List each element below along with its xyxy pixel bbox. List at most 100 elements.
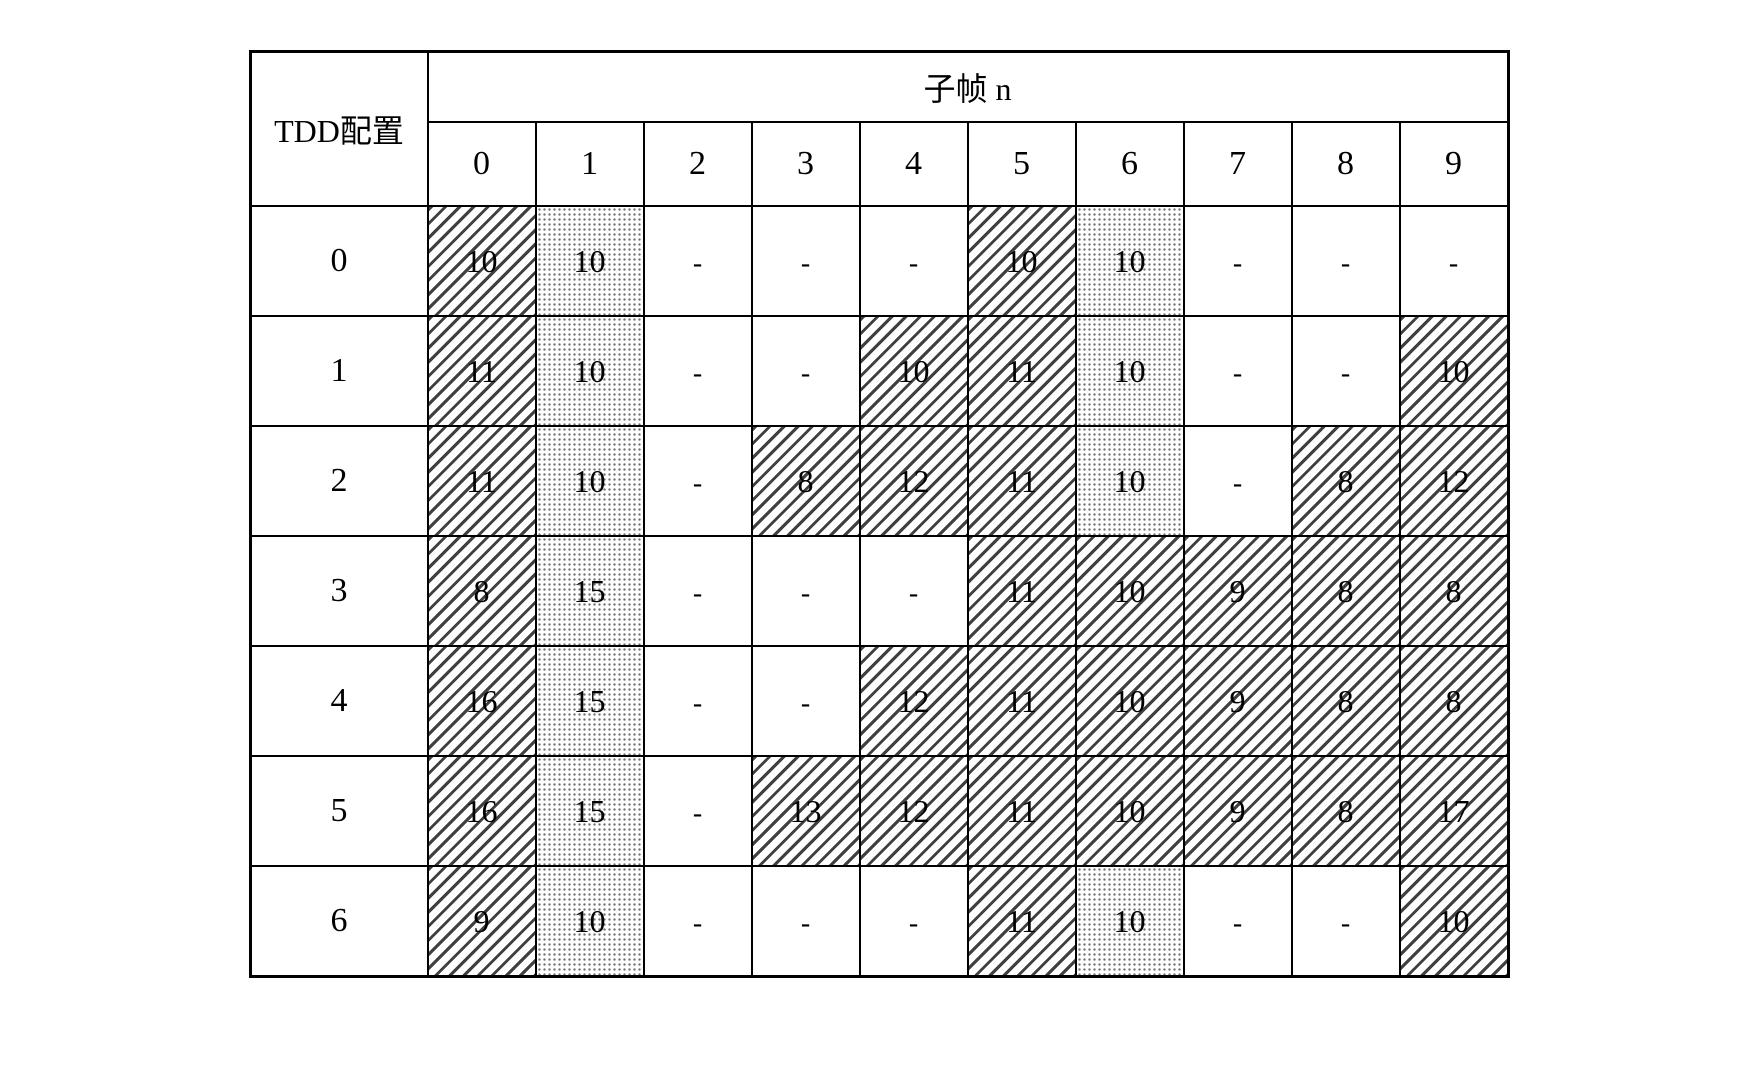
col-group-label: 子帧 n bbox=[923, 71, 1011, 107]
cell-3-5: 11 bbox=[968, 536, 1076, 646]
cell-value: 13 bbox=[790, 793, 822, 829]
header-row-columns: 0123456789 bbox=[250, 122, 1508, 206]
cell-1-3: - bbox=[752, 316, 860, 426]
col-header-label: 1 bbox=[581, 145, 598, 182]
cell-value: 16 bbox=[466, 793, 498, 829]
cell-5-4: 12 bbox=[860, 756, 968, 866]
cell-value: - bbox=[1233, 908, 1242, 939]
row-label-5: 5 bbox=[250, 756, 428, 866]
cell-6-0: 9 bbox=[428, 866, 536, 977]
col-header-label: 3 bbox=[797, 145, 814, 182]
row-label-4: 4 bbox=[250, 646, 428, 756]
col-header-label: 2 bbox=[689, 145, 706, 182]
cell-6-9: 10 bbox=[1400, 866, 1509, 977]
col-header-label: 5 bbox=[1013, 145, 1030, 182]
cell-3-3: - bbox=[752, 536, 860, 646]
cell-3-4: - bbox=[860, 536, 968, 646]
row-label-text: 6 bbox=[331, 902, 348, 939]
cell-0-7: - bbox=[1184, 206, 1292, 316]
cell-value: 11 bbox=[1006, 683, 1037, 719]
col-header-5: 5 bbox=[968, 122, 1076, 206]
cell-1-7: - bbox=[1184, 316, 1292, 426]
cell-value: 9 bbox=[1230, 793, 1246, 829]
col-header-9: 9 bbox=[1400, 122, 1509, 206]
cell-2-3: 8 bbox=[752, 426, 860, 536]
cell-value: - bbox=[1233, 248, 1242, 279]
cell-value: 10 bbox=[1438, 903, 1470, 939]
cell-value: 8 bbox=[1338, 683, 1354, 719]
col-header-label: 6 bbox=[1121, 145, 1138, 182]
cell-2-0: 11 bbox=[428, 426, 536, 536]
cell-value: 10 bbox=[898, 353, 930, 389]
cell-5-7: 9 bbox=[1184, 756, 1292, 866]
cell-6-8: - bbox=[1292, 866, 1400, 977]
cell-4-3: - bbox=[752, 646, 860, 756]
cell-2-6: 10 bbox=[1076, 426, 1184, 536]
cell-2-1: 10 bbox=[536, 426, 644, 536]
cell-4-6: 10 bbox=[1076, 646, 1184, 756]
cell-value: 8 bbox=[1338, 463, 1354, 499]
col-header-3: 3 bbox=[752, 122, 860, 206]
cell-4-2: - bbox=[644, 646, 752, 756]
cell-value: 15 bbox=[574, 683, 606, 719]
cell-4-0: 16 bbox=[428, 646, 536, 756]
row-label-1: 1 bbox=[250, 316, 428, 426]
cell-value: - bbox=[693, 358, 702, 389]
col-header-8: 8 bbox=[1292, 122, 1400, 206]
cell-5-3: 13 bbox=[752, 756, 860, 866]
cell-value: - bbox=[1341, 358, 1350, 389]
col-header-1: 1 bbox=[536, 122, 644, 206]
cell-2-4: 12 bbox=[860, 426, 968, 536]
col-header-4: 4 bbox=[860, 122, 968, 206]
cell-3-6: 10 bbox=[1076, 536, 1184, 646]
col-header-2: 2 bbox=[644, 122, 752, 206]
cell-0-9: - bbox=[1400, 206, 1509, 316]
cell-3-8: 8 bbox=[1292, 536, 1400, 646]
table-row: 51615-131211109817 bbox=[250, 756, 1508, 866]
cell-2-8: 8 bbox=[1292, 426, 1400, 536]
row-label-text: 4 bbox=[331, 682, 348, 719]
cell-value: 8 bbox=[798, 463, 814, 499]
cell-1-9: 10 bbox=[1400, 316, 1509, 426]
cell-1-4: 10 bbox=[860, 316, 968, 426]
cell-0-5: 10 bbox=[968, 206, 1076, 316]
cell-value: - bbox=[801, 358, 810, 389]
cell-value: - bbox=[909, 578, 918, 609]
cell-5-6: 10 bbox=[1076, 756, 1184, 866]
col-header-6: 6 bbox=[1076, 122, 1184, 206]
cell-value: 10 bbox=[466, 243, 498, 279]
cell-0-6: 10 bbox=[1076, 206, 1184, 316]
cell-1-0: 11 bbox=[428, 316, 536, 426]
cell-value: - bbox=[909, 908, 918, 939]
cell-0-2: - bbox=[644, 206, 752, 316]
cell-6-1: 10 bbox=[536, 866, 644, 977]
cell-0-3: - bbox=[752, 206, 860, 316]
cell-2-2: - bbox=[644, 426, 752, 536]
cell-value: 11 bbox=[466, 463, 497, 499]
cell-value: 10 bbox=[1114, 683, 1146, 719]
cell-1-8: - bbox=[1292, 316, 1400, 426]
row-label-6: 6 bbox=[250, 866, 428, 977]
cell-value: 10 bbox=[1438, 353, 1470, 389]
table-row: 21110-8121110-812 bbox=[250, 426, 1508, 536]
cell-2-9: 12 bbox=[1400, 426, 1509, 536]
table-body: 01010---1010---11110--101110--1021110-81… bbox=[250, 206, 1508, 977]
cell-4-4: 12 bbox=[860, 646, 968, 756]
cell-value: 11 bbox=[1006, 463, 1037, 499]
cell-2-5: 11 bbox=[968, 426, 1076, 536]
col-header-label: 9 bbox=[1445, 145, 1462, 182]
cell-value: 11 bbox=[1006, 573, 1037, 609]
row-header-label: TDD配置 bbox=[274, 113, 404, 149]
cell-4-1: 15 bbox=[536, 646, 644, 756]
cell-value: 9 bbox=[474, 903, 490, 939]
cell-4-9: 8 bbox=[1400, 646, 1509, 756]
table-row: 41615--121110988 bbox=[250, 646, 1508, 756]
col-header-label: 4 bbox=[905, 145, 922, 182]
cell-value: - bbox=[801, 688, 810, 719]
cell-value: 8 bbox=[1446, 683, 1462, 719]
cell-value: 9 bbox=[1230, 573, 1246, 609]
cell-value: 16 bbox=[466, 683, 498, 719]
cell-5-9: 17 bbox=[1400, 756, 1509, 866]
cell-1-1: 10 bbox=[536, 316, 644, 426]
cell-value: - bbox=[1341, 908, 1350, 939]
